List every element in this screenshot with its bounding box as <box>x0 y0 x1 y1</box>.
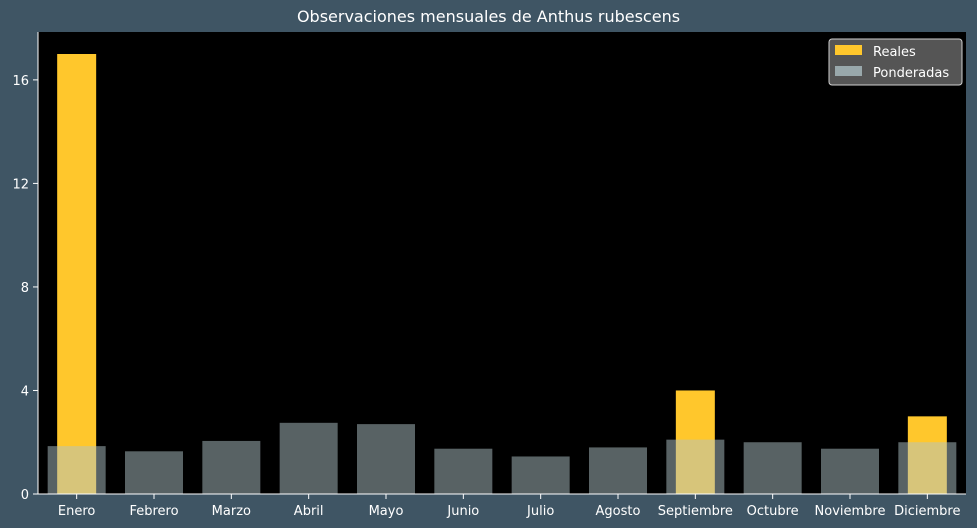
y-tick-label: 8 <box>21 281 29 296</box>
bar-reales-enero <box>57 54 97 494</box>
legend-label-ponderadas: Ponderadas <box>873 66 949 81</box>
y-tick-label: 4 <box>21 384 29 399</box>
x-tick-label: Agosto <box>596 504 641 519</box>
series-ponderadas <box>47 422 957 494</box>
bar-ponderadas-mayo <box>357 424 415 494</box>
x-tick-label: Marzo <box>212 504 251 519</box>
x-tick-label: Mayo <box>369 504 404 519</box>
bar-ponderadas-noviembre <box>821 448 879 494</box>
plot-area <box>38 32 966 494</box>
bar-ponderadas-marzo <box>202 440 261 494</box>
x-tick-label: Junio <box>446 504 479 519</box>
bar-ponderadas-julio <box>511 456 570 494</box>
legend: Reales Ponderadas <box>828 38 963 86</box>
x-tick-label: Abril <box>294 504 324 519</box>
bar-ponderadas-febrero <box>125 451 183 494</box>
legend-swatch-reales <box>835 45 862 55</box>
x-tick-label: Noviembre <box>815 504 886 519</box>
x-tick-label: Enero <box>58 504 96 519</box>
bar-ponderadas-enero <box>47 446 106 494</box>
y-axis-ticks: 0 4 8 12 16 <box>12 74 38 503</box>
bar-ponderadas-septiembre <box>666 439 725 494</box>
x-tick-label: Julio <box>526 504 554 519</box>
bar-ponderadas-octubre <box>743 442 802 494</box>
bar-ponderadas-junio <box>434 448 493 494</box>
y-tick-label: 12 <box>12 177 29 192</box>
x-tick-label: Diciembre <box>894 504 960 519</box>
bar-ponderadas-diciembre <box>898 442 957 494</box>
bar-ponderadas-abril <box>279 422 338 494</box>
x-tick-label: Febrero <box>129 504 178 519</box>
legend-swatch-ponderadas <box>835 66 862 76</box>
y-tick-label: 16 <box>12 74 29 89</box>
y-tick-label: 0 <box>21 488 29 503</box>
x-tick-label: Septiembre <box>658 504 733 519</box>
legend-box <box>828 38 963 86</box>
x-tick-label: Octubre <box>747 504 799 519</box>
chart-title: Observaciones mensuales de Anthus rubesc… <box>296 7 681 26</box>
legend-label-reales: Reales <box>873 45 916 60</box>
bar-ponderadas-agosto <box>589 447 647 494</box>
x-axis-ticks: Enero Febrero Marzo Abril Mayo Junio Julio Agos… <box>58 494 961 519</box>
